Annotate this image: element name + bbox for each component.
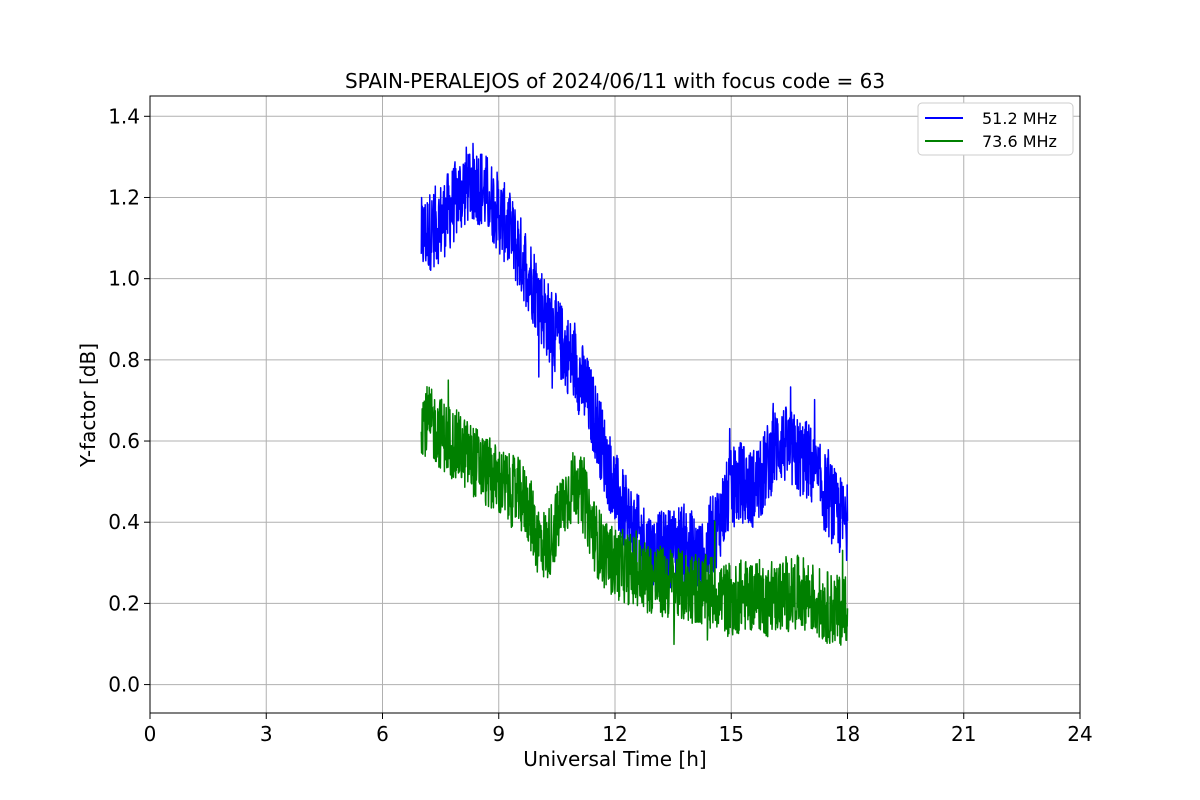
x-tick-label: 18 bbox=[835, 722, 860, 746]
y-tick-label: 0.6 bbox=[108, 429, 140, 453]
y-tick-label: 0.0 bbox=[108, 673, 140, 697]
x-tick-label: 0 bbox=[144, 722, 157, 746]
x-tick-label: 9 bbox=[492, 722, 505, 746]
x-tick-label: 3 bbox=[260, 722, 273, 746]
y-tick-label: 1.0 bbox=[108, 267, 140, 291]
x-tick-label: 15 bbox=[719, 722, 744, 746]
y-tick-label: 0.4 bbox=[108, 510, 140, 534]
legend-label-73-6: 73.6 MHz bbox=[982, 132, 1057, 151]
x-tick-label: 21 bbox=[951, 722, 976, 746]
x-tick-label: 24 bbox=[1067, 722, 1092, 746]
chart-title: SPAIN-PERALEJOS of 2024/06/11 with focus… bbox=[345, 69, 885, 93]
x-axis-label: Universal Time [h] bbox=[523, 747, 706, 771]
y-axis-ticks: 0.0 0.2 0.4 0.6 0.8 1.0 1.2 1.4 bbox=[108, 104, 150, 697]
legend-label-51-2: 51.2 MHz bbox=[982, 109, 1057, 128]
y-tick-label: 1.4 bbox=[108, 104, 140, 128]
x-tick-label: 12 bbox=[602, 722, 627, 746]
legend: 51.2 MHz 73.6 MHz bbox=[917, 102, 1074, 156]
x-tick-label: 6 bbox=[376, 722, 389, 746]
y-tick-label: 1.2 bbox=[108, 185, 140, 209]
x-axis-ticks: 0 3 6 9 12 15 18 21 24 bbox=[144, 713, 1093, 746]
series-line-73-6 bbox=[420, 379, 849, 646]
y-axis-label: Y-factor [dB] bbox=[76, 343, 100, 468]
y-tick-label: 0.2 bbox=[108, 591, 140, 615]
y-tick-label: 0.8 bbox=[108, 348, 140, 372]
plot-area bbox=[420, 142, 849, 646]
